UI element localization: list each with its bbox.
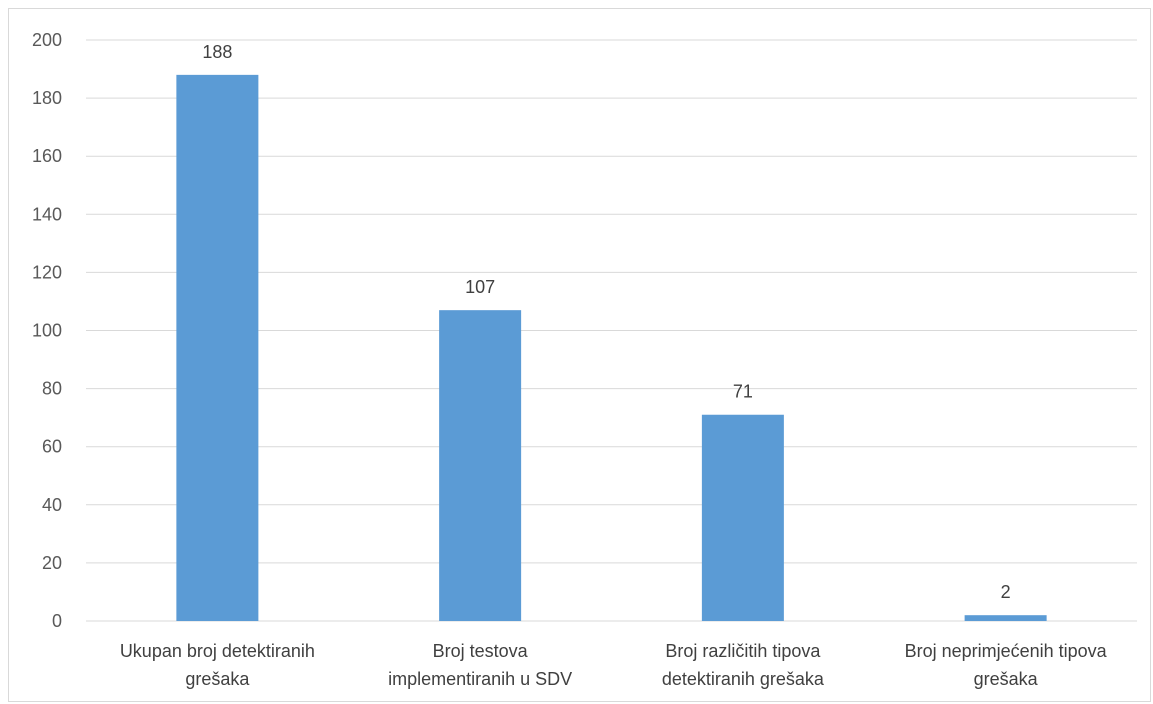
- y-tick-label: 20: [42, 553, 62, 573]
- y-tick-label: 0: [52, 611, 62, 631]
- y-tick-label: 180: [32, 88, 62, 108]
- bar: [701, 414, 784, 621]
- y-axis-ticks: 0 20 40 60 80 100 120 140 160 180 200: [32, 30, 62, 631]
- data-labels: 188 107 71 2: [202, 42, 1010, 602]
- data-label: 71: [733, 382, 753, 402]
- data-label: 2: [1001, 582, 1011, 602]
- x-tick-label: detektiranih grešaka: [662, 669, 825, 689]
- y-tick-label: 140: [32, 204, 62, 224]
- bar: [439, 310, 522, 621]
- x-tick-label: Broj neprimjećenih tipova: [905, 641, 1108, 661]
- y-tick-label: 60: [42, 437, 62, 457]
- x-axis-labels: Ukupan broj detektiranih grešaka Broj test…: [120, 641, 1108, 689]
- x-tick-label: Broj različitih tipova: [665, 641, 821, 661]
- data-label: 188: [202, 42, 232, 62]
- bar: [964, 615, 1047, 621]
- y-tick-label: 120: [32, 262, 62, 282]
- y-tick-label: 80: [42, 379, 62, 399]
- x-tick-label: grešaka: [185, 669, 250, 689]
- x-tick-label: Ukupan broj detektiranih: [120, 641, 315, 661]
- x-tick-label: grešaka: [974, 669, 1039, 689]
- y-tick-label: 200: [32, 30, 62, 50]
- y-tick-label: 40: [42, 495, 62, 515]
- y-tick-label: 160: [32, 146, 62, 166]
- data-label: 107: [465, 277, 495, 297]
- bar: [176, 74, 259, 622]
- bars: [176, 74, 1047, 622]
- x-tick-label: implementiranih u SDV: [388, 669, 572, 689]
- y-tick-label: 100: [32, 321, 62, 341]
- gridlines: [86, 39, 1137, 622]
- x-tick-label: Broj testova: [433, 641, 529, 661]
